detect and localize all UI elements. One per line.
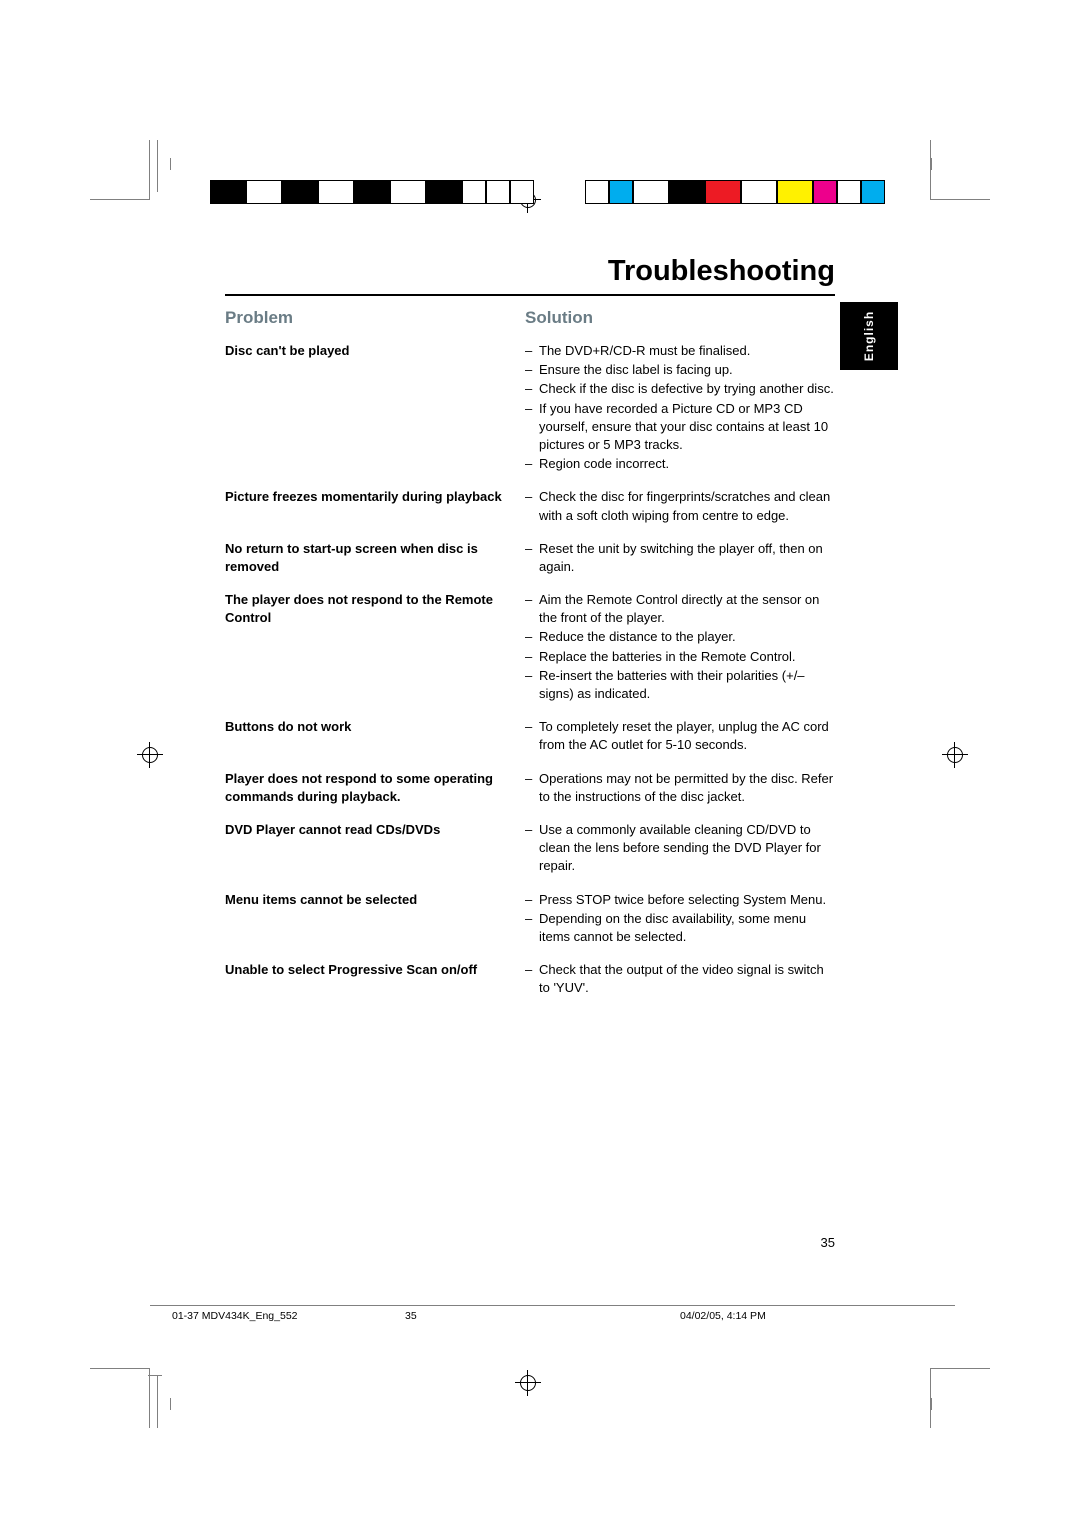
- color-swatch: [585, 180, 609, 204]
- color-swatch: [318, 180, 354, 204]
- solution-item: Press STOP twice before selecting System…: [525, 891, 835, 909]
- table-header: Problem Solution: [225, 308, 835, 328]
- solution-cell: The DVD+R/CD-R must be finalised.Ensure …: [525, 342, 835, 474]
- solution-item: If you have recorded a Picture CD or MP3…: [525, 400, 835, 455]
- solution-item: Ensure the disc label is facing up.: [525, 361, 835, 379]
- registration-target-icon: [140, 745, 160, 765]
- section-title: Troubleshooting: [225, 255, 835, 296]
- solution-cell: Use a commonly available cleaning CD/DVD…: [525, 821, 835, 877]
- table-row: Unable to select Progressive Scan on/off…: [225, 961, 835, 998]
- registration-target-icon: [518, 1373, 538, 1393]
- crop-mark: [930, 1368, 982, 1428]
- solution-cell: Press STOP twice before selecting System…: [525, 891, 835, 948]
- tick-mark: [148, 1375, 162, 1376]
- tick-mark: [931, 158, 932, 170]
- problem-cell: Menu items cannot be selected: [225, 891, 525, 948]
- table-row: The player does not respond to the Remot…: [225, 591, 835, 704]
- problem-cell: Disc can't be played: [225, 342, 525, 474]
- tick-mark: [931, 1398, 932, 1410]
- color-swatch: [669, 180, 705, 204]
- color-swatch: [741, 180, 777, 204]
- table-row: Disc can't be playedThe DVD+R/CD-R must …: [225, 342, 835, 474]
- solution-item: Region code incorrect.: [525, 455, 835, 473]
- page-content: Troubleshooting Problem Solution Disc ca…: [225, 255, 835, 1012]
- solution-item: To completely reset the player, unplug t…: [525, 718, 835, 754]
- footer-line: [150, 1305, 955, 1306]
- registration-target-icon: [945, 745, 965, 765]
- solution-cell: Check the disc for fingerprints/scratche…: [525, 488, 835, 525]
- solution-item: Depending on the disc availability, some…: [525, 910, 835, 946]
- footer-page: 35: [405, 1310, 417, 1322]
- color-swatch: [777, 180, 813, 204]
- solution-cell: To completely reset the player, unplug t…: [525, 718, 835, 755]
- color-calibration-bar: [585, 180, 885, 204]
- color-swatch: [705, 180, 741, 204]
- color-calibration-bar: [210, 180, 534, 204]
- problem-cell: DVD Player cannot read CDs/DVDs: [225, 821, 525, 877]
- color-swatch: [246, 180, 282, 204]
- table-row: Buttons do not workTo completely reset t…: [225, 718, 835, 755]
- solution-item: Check that the output of the video signa…: [525, 961, 835, 997]
- solution-item: Operations may not be permitted by the d…: [525, 770, 835, 806]
- color-swatch: [837, 180, 861, 204]
- problem-cell: No return to start-up screen when disc i…: [225, 540, 525, 577]
- header-problem: Problem: [225, 308, 525, 328]
- color-swatch: [426, 180, 462, 204]
- table-row: Menu items cannot be selectedPress STOP …: [225, 891, 835, 948]
- footer-doc-name: 01-37 MDV434K_Eng_552: [172, 1310, 298, 1322]
- solution-cell: Aim the Remote Control directly at the s…: [525, 591, 835, 704]
- color-swatch: [633, 180, 669, 204]
- color-swatch: [609, 180, 633, 204]
- solution-item: Check the disc for fingerprints/scratche…: [525, 488, 835, 524]
- header-solution: Solution: [525, 308, 835, 328]
- table-row: Picture freezes momentarily during playb…: [225, 488, 835, 525]
- table-row: DVD Player cannot read CDs/DVDsUse a com…: [225, 821, 835, 877]
- color-swatch: [354, 180, 390, 204]
- table-row: Player does not respond to some operatin…: [225, 770, 835, 807]
- solution-cell: Check that the output of the video signa…: [525, 961, 835, 998]
- color-swatch: [210, 180, 246, 204]
- problem-cell: Picture freezes momentarily during playb…: [225, 488, 525, 525]
- color-swatch: [486, 180, 510, 204]
- solution-cell: Reset the unit by switching the player o…: [525, 540, 835, 577]
- color-swatch: [462, 180, 486, 204]
- color-swatch: [861, 180, 885, 204]
- problem-cell: Buttons do not work: [225, 718, 525, 755]
- language-label: English: [862, 311, 876, 361]
- solution-item: Replace the batteries in the Remote Cont…: [525, 648, 835, 666]
- troubleshooting-table: Disc can't be playedThe DVD+R/CD-R must …: [225, 342, 835, 998]
- footer-timestamp: 04/02/05, 4:14 PM: [680, 1310, 766, 1322]
- solution-cell: Operations may not be permitted by the d…: [525, 770, 835, 807]
- page-number: 35: [821, 1235, 835, 1250]
- crop-mark: [930, 140, 982, 200]
- solution-item: Reduce the distance to the player.: [525, 628, 835, 646]
- crop-mark: [98, 1376, 158, 1428]
- language-tab: English: [840, 302, 898, 370]
- crop-mark: [98, 140, 158, 192]
- solution-item: Reset the unit by switching the player o…: [525, 540, 835, 576]
- problem-cell: Unable to select Progressive Scan on/off: [225, 961, 525, 998]
- solution-item: Use a commonly available cleaning CD/DVD…: [525, 821, 835, 876]
- color-swatch: [813, 180, 837, 204]
- color-swatch: [282, 180, 318, 204]
- tick-mark: [170, 1398, 171, 1410]
- color-swatch: [390, 180, 426, 204]
- solution-item: Check if the disc is defective by trying…: [525, 380, 835, 398]
- color-swatch: [510, 180, 534, 204]
- tick-mark: [170, 158, 171, 170]
- solution-item: Re-insert the batteries with their polar…: [525, 667, 835, 703]
- problem-cell: Player does not respond to some operatin…: [225, 770, 525, 807]
- solution-item: The DVD+R/CD-R must be finalised.: [525, 342, 835, 360]
- solution-item: Aim the Remote Control directly at the s…: [525, 591, 835, 627]
- table-row: No return to start-up screen when disc i…: [225, 540, 835, 577]
- problem-cell: The player does not respond to the Remot…: [225, 591, 525, 704]
